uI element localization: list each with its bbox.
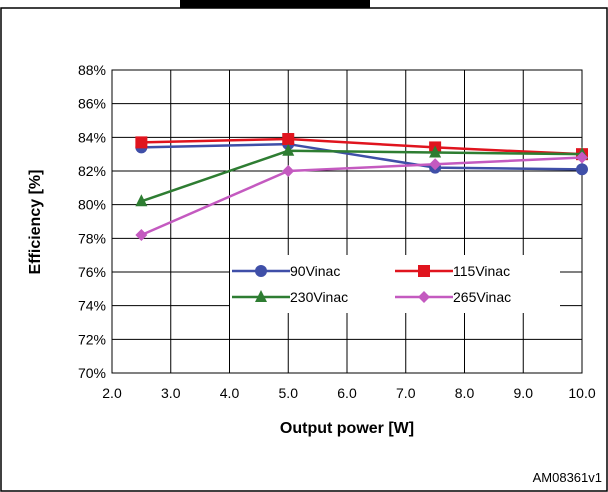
legend: 90Vinac 115Vinac 230Vinac 265Vinac — [230, 255, 560, 313]
x-tick-label: 5.0 — [279, 385, 299, 401]
x-tick-label: 7.0 — [396, 385, 416, 401]
x-tick-label: 9.0 — [514, 385, 534, 401]
legend-item: 115Vinac — [395, 263, 510, 279]
y-tick-label: 80% — [78, 197, 106, 213]
data-point — [576, 151, 588, 164]
legend-label: 115Vinac — [453, 263, 510, 279]
y-tick-label: 78% — [78, 230, 106, 246]
data-point — [429, 145, 442, 158]
figure-code: AM08361v1 — [533, 470, 602, 485]
data-point — [576, 163, 588, 176]
figure-border — [0, 7, 608, 492]
y-tick-label: 76% — [78, 264, 106, 280]
series — [135, 133, 588, 241]
data-point — [418, 265, 430, 277]
data-point — [255, 265, 267, 277]
caption-strip — [180, 0, 370, 8]
series-line — [141, 137, 583, 156]
y-tick-label: 88% — [78, 62, 106, 78]
legend-item: 230Vinac — [232, 289, 348, 305]
legend-label: 230Vinac — [290, 289, 348, 305]
data-point — [135, 194, 148, 207]
data-point — [255, 290, 267, 302]
data-point — [282, 165, 295, 177]
series-line — [141, 142, 583, 171]
x-axis-title: Output power [W] — [280, 420, 414, 437]
legend-item: 90Vinac — [232, 263, 340, 279]
data-point — [282, 143, 295, 156]
x-tick-label: 2.0 — [102, 385, 122, 401]
y-tick-label: 74% — [78, 298, 106, 314]
legend-label: 90Vinac — [290, 263, 340, 279]
x-tick-label: 4.0 — [220, 385, 240, 401]
data-point — [418, 291, 430, 303]
y-tick-label: 70% — [78, 365, 106, 381]
y-tick-label: 82% — [78, 163, 106, 179]
data-point — [282, 133, 295, 146]
data-point — [135, 136, 148, 149]
x-tick-label: 8.0 — [455, 385, 475, 401]
series-line — [140, 149, 583, 203]
y-tick-label: 72% — [78, 331, 106, 347]
series-265vinac — [135, 151, 588, 241]
x-tick-label: 3.0 — [161, 385, 181, 401]
x-tick-label: 6.0 — [337, 385, 357, 401]
y-tick-labels: 70% 72% 74% 76% 78% 80% 82% 84% 86% 88% — [78, 62, 106, 381]
plot-area-border — [111, 69, 583, 374]
x-tick-label: 10.0 — [568, 385, 595, 401]
y-axis-title: Efficiency [%] — [27, 170, 44, 275]
series-line — [140, 156, 583, 237]
y-tick-label: 86% — [78, 96, 106, 112]
x-tick-labels: 2.0 3.0 4.0 5.0 6.0 7.0 8.0 9.0 10.0 — [102, 385, 596, 401]
y-tick-label: 84% — [78, 129, 106, 145]
legend-item: 265Vinac — [395, 289, 511, 305]
data-point — [135, 228, 148, 241]
legend-label: 265Vinac — [453, 289, 511, 305]
data-point — [429, 158, 442, 171]
legend-background — [230, 255, 560, 313]
